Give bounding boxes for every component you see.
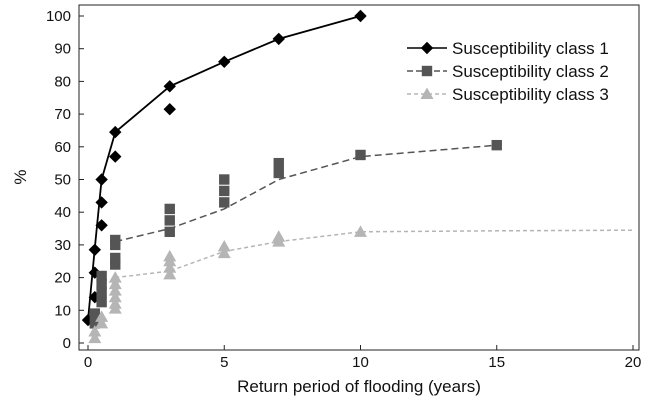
x-axis-ticks: 0 5 10 15 20 — [84, 345, 642, 371]
data-point-series-3 — [108, 284, 122, 296]
data-point-series-3 — [88, 325, 102, 337]
data-point-series-3 — [163, 267, 177, 280]
data-point-series-3 — [217, 246, 231, 259]
data-point-series-2 — [273, 167, 284, 179]
data-point-series-3 — [163, 249, 177, 262]
data-point-series-3 — [272, 230, 286, 242]
data-point-series-2 — [164, 226, 175, 238]
legend-label-2: Susceptibility class 2 — [452, 62, 609, 81]
data-point-series-2 — [219, 174, 230, 185]
data-point-series-2 — [491, 139, 502, 151]
y-axis-label: % — [11, 169, 30, 184]
data-markers — [81, 9, 502, 344]
data-point-series-3 — [95, 310, 109, 322]
y-tick-label: 90 — [54, 41, 71, 58]
data-point-series-3 — [163, 261, 177, 273]
data-point-series-1 — [109, 125, 122, 139]
data-point-series-2 — [110, 259, 121, 270]
legend-label-1: Susceptibility class 1 — [452, 39, 609, 58]
data-point-series-2 — [96, 270, 107, 282]
y-tick-label: 20 — [54, 270, 71, 287]
data-point-series-1 — [88, 243, 102, 257]
data-point-series-2 — [273, 157, 284, 169]
data-point-series-3 — [217, 240, 231, 252]
x-tick-label: 5 — [220, 354, 228, 371]
data-point-series-2 — [110, 252, 121, 264]
x-tick-label: 10 — [352, 354, 369, 371]
y-tick-label: 100 — [46, 8, 71, 25]
data-point-series-1 — [163, 102, 176, 116]
data-point-series-1 — [95, 219, 108, 232]
data-point-series-3 — [108, 290, 122, 303]
y-tick-label: 30 — [54, 237, 71, 254]
data-point-series-1 — [95, 173, 108, 186]
legend-marker-3 — [420, 87, 434, 99]
data-point-series-2 — [96, 287, 107, 298]
data-point-series-2 — [164, 215, 175, 226]
legend: Susceptibility class 1 Susceptibility cla… — [407, 39, 609, 104]
data-point-series-1 — [218, 55, 231, 68]
y-tick-label: 80 — [54, 73, 71, 90]
legend-label-3: Susceptibility class 3 — [452, 85, 609, 104]
x-tick-label: 0 — [84, 354, 92, 371]
data-point-series-1 — [272, 32, 285, 46]
data-point-series-2 — [355, 149, 366, 161]
data-point-series-1 — [354, 9, 367, 23]
data-point-series-3 — [95, 316, 109, 329]
data-point-series-1 — [109, 150, 122, 163]
series-line-3 — [115, 229, 634, 279]
y-tick-label: 0 — [63, 335, 71, 352]
data-point-series-3 — [88, 331, 102, 344]
data-point-series-2 — [89, 318, 101, 329]
x-tick-label: 15 — [488, 354, 505, 371]
data-point-series-1 — [95, 196, 108, 209]
x-axis-label: Return period of flooding (years) — [237, 377, 481, 396]
legend-marker-2 — [421, 65, 433, 77]
data-point-series-2 — [219, 197, 230, 208]
y-tick-label: 10 — [54, 302, 71, 319]
y-tick-label: 40 — [54, 204, 71, 221]
plot-frame — [78, 4, 640, 351]
legend-marker-1 — [420, 41, 434, 55]
series-line-1 — [87, 15, 361, 321]
data-point-series-3 — [354, 225, 367, 237]
data-point-series-2 — [110, 234, 121, 246]
y-tick-label: 60 — [54, 139, 71, 156]
series-line-2 — [115, 144, 497, 243]
data-point-series-3 — [108, 297, 122, 309]
y-tick-label: 70 — [54, 106, 71, 123]
data-point-series-2 — [219, 185, 230, 197]
y-tick-label: 50 — [54, 172, 71, 189]
data-point-series-1 — [163, 80, 176, 93]
data-point-series-3 — [108, 277, 122, 290]
data-point-series-2 — [164, 203, 175, 215]
data-point-series-2 — [89, 308, 101, 319]
data-point-series-2 — [96, 278, 107, 290]
data-point-series-3 — [108, 271, 122, 283]
x-tick-label: 20 — [625, 354, 642, 371]
data-point-series-2 — [96, 296, 107, 308]
y-axis-ticks: 0 10 20 30 40 50 60 70 80 90 100 — [46, 8, 84, 352]
